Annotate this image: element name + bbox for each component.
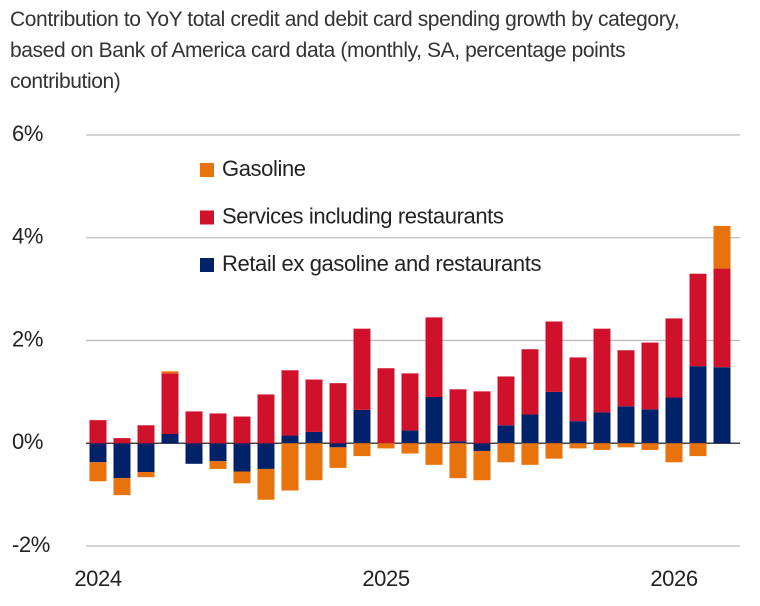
bar-segment — [593, 443, 611, 450]
x-tick-label: 2025 — [362, 566, 410, 591]
legend-swatch — [200, 210, 214, 225]
bar-segment — [425, 317, 443, 398]
bar-segment — [329, 443, 347, 448]
y-tick-label: 4% — [12, 224, 43, 249]
bar-segment — [113, 443, 131, 479]
bar-segment — [257, 443, 275, 469]
bar-segment — [377, 368, 395, 444]
bar-segment — [569, 357, 587, 422]
bar-segment — [209, 461, 227, 469]
bar-segment — [425, 443, 443, 465]
bar-segment — [545, 443, 563, 459]
bar-segment — [689, 366, 707, 444]
y-tick-label: -2% — [12, 532, 50, 557]
bar-segment — [305, 443, 323, 481]
bar-segment — [497, 443, 515, 463]
y-tick-label: 2% — [12, 326, 43, 351]
bar-segment — [209, 443, 227, 462]
bar-segment — [137, 443, 155, 473]
bar-segment — [161, 373, 179, 435]
bar-segment — [305, 379, 323, 432]
bar-segment — [329, 383, 347, 444]
bar-segment — [353, 409, 371, 444]
bar-segment — [641, 409, 659, 444]
legend-swatch — [200, 163, 214, 177]
bar-segment — [593, 328, 611, 413]
bar-segment — [593, 412, 611, 444]
bar-segment — [161, 371, 179, 374]
bar-segment — [713, 225, 731, 269]
bar-segment — [137, 472, 155, 478]
bar-segment — [281, 370, 299, 436]
bar-segment — [137, 425, 155, 444]
bar-segment — [521, 414, 539, 444]
bar-segment — [353, 443, 371, 457]
bar-segment — [89, 420, 107, 444]
bar-segment — [473, 450, 491, 481]
bar-segment — [665, 397, 683, 444]
bar-segment — [257, 468, 275, 500]
bar-segment — [473, 391, 491, 444]
bar-segment — [161, 434, 179, 444]
bar-segment — [89, 462, 107, 482]
bar-segment — [185, 443, 203, 464]
bar-segment — [689, 273, 707, 367]
bar-segment — [401, 443, 419, 454]
bar-segment — [497, 425, 515, 444]
bar-segment — [665, 318, 683, 398]
bar-segment — [233, 416, 251, 444]
bar-segment — [185, 411, 203, 444]
legend-label: Gasoline — [222, 156, 306, 181]
x-tick-label: 2024 — [74, 566, 122, 591]
bar-segment — [449, 389, 467, 442]
bar-segment — [281, 435, 299, 444]
bar-segment — [521, 349, 539, 415]
bar-segment — [233, 443, 251, 472]
bar-segment — [401, 430, 419, 444]
bar-segment — [449, 441, 467, 444]
bar-segment — [449, 443, 467, 479]
bar-segment — [113, 438, 131, 444]
bar-segment — [473, 443, 491, 451]
bar-segment — [713, 367, 731, 444]
bar-segment — [689, 443, 707, 457]
bar-segment — [521, 443, 539, 465]
chart-title: Contribution to YoY total credit and deb… — [10, 8, 680, 93]
bar-segment — [89, 443, 107, 463]
bar-segment — [497, 376, 515, 426]
bar-segment — [617, 406, 635, 444]
bar-segment — [545, 391, 563, 444]
legend-label: Services including restaurants — [222, 203, 504, 228]
bar-segment — [425, 397, 443, 444]
bar-segment — [353, 328, 371, 410]
bar-segment — [569, 443, 587, 449]
legend-label: Retail ex gasoline and restaurants — [222, 251, 541, 276]
bar-segment — [209, 413, 227, 444]
bar-segment — [665, 443, 683, 463]
bar-segment — [617, 443, 635, 448]
bar-segment — [377, 443, 395, 449]
y-tick-label: 6% — [12, 121, 43, 146]
bar-segment — [641, 342, 659, 410]
x-tick-label: 2026 — [650, 566, 698, 591]
bar-segment — [569, 421, 587, 444]
bar-segment — [617, 350, 635, 407]
bar-segment — [329, 447, 347, 468]
bar-segment — [281, 443, 299, 491]
bar-segment — [713, 268, 731, 368]
bar-segment — [233, 471, 251, 484]
bar-segment — [545, 321, 563, 392]
bar-segment — [401, 373, 419, 431]
bar-segment — [641, 443, 659, 450]
y-tick-label: 0% — [12, 429, 43, 454]
legend-swatch — [200, 258, 214, 272]
bar-segment — [305, 431, 323, 444]
bar-segment — [113, 478, 131, 496]
bar-segment — [257, 394, 275, 444]
